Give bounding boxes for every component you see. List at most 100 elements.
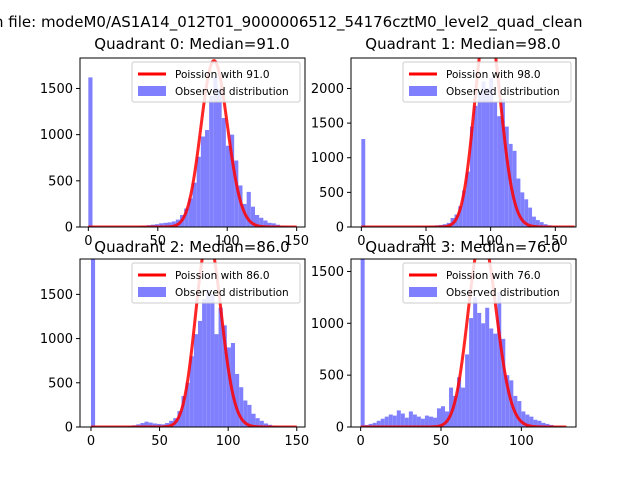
histogram-bar (521, 411, 526, 427)
y-tick-label: 2000 (311, 82, 344, 97)
histogram-bar (376, 420, 381, 427)
histogram-bar (462, 190, 467, 227)
x-tick-label: 100 (478, 234, 503, 249)
histogram-bar (189, 356, 194, 427)
y-tick-label: 0 (65, 421, 73, 436)
histogram-bar (541, 422, 546, 427)
histogram-bar (465, 354, 470, 427)
legend-bar-swatch (409, 86, 437, 96)
histogram-bar (469, 126, 474, 227)
histogram-bar (205, 130, 210, 227)
histogram-bar (225, 145, 230, 227)
histogram-bar (528, 207, 533, 227)
x-tick-label: 150 (284, 434, 309, 449)
histogram-bar (210, 294, 215, 427)
quadrant-3-axes-frame (350, 258, 577, 428)
x-tick-label: 100 (509, 434, 534, 449)
histogram-bar (497, 116, 501, 227)
histogram-bar (230, 134, 235, 227)
legend-box (131, 61, 301, 103)
y-tick-label: 500 (48, 376, 73, 391)
histogram-bar (368, 423, 373, 427)
histogram-bar (222, 325, 227, 427)
histogram-bar (384, 416, 389, 427)
y-tick-label: 1000 (311, 317, 344, 332)
histogram-bar (218, 307, 223, 427)
quadrant-1-histogram (361, 78, 564, 227)
histogram-bar (193, 334, 198, 427)
histogram-bar (457, 377, 462, 427)
histogram-bar (209, 95, 214, 227)
histogram-bar (493, 102, 498, 227)
histogram-bar (271, 223, 276, 227)
histogram-bar (230, 343, 236, 427)
y-tick-label: 500 (48, 174, 73, 189)
legend-fit-label: Poission with 98.0 (446, 69, 541, 81)
histogram-bar (185, 382, 190, 427)
histogram-bar (501, 338, 506, 427)
x-tick-label: 0 (357, 434, 365, 449)
histogram-bar (213, 77, 218, 227)
histogram-bar (404, 417, 409, 427)
legend-bar-swatch (138, 287, 166, 297)
histogram-bar (171, 221, 176, 227)
y-tick-label: 1500 (40, 82, 73, 97)
y-tick-label: 500 (319, 369, 344, 384)
histogram-bar (412, 414, 417, 427)
histogram-bar (243, 400, 248, 427)
quadrant-2-axes-frame (79, 258, 306, 428)
quadrant-1-title: Quadrant 1: Median=98.0 (365, 35, 560, 53)
histogram-bar (512, 150, 517, 227)
histogram-bar (192, 182, 197, 227)
histogram-bar (217, 88, 222, 227)
legend-observed-label: Observed distribution (175, 86, 289, 98)
histogram-bar (360, 259, 365, 427)
histogram-bar (466, 171, 470, 227)
histogram-bar (408, 411, 413, 427)
histogram-bar (392, 415, 397, 427)
histogram-bar (473, 105, 478, 227)
y-tick-label: 0 (65, 221, 73, 236)
histogram-bar (533, 419, 538, 427)
quadrant-3-histogram (360, 259, 566, 427)
histogram-bar (473, 297, 478, 427)
histogram-bar (361, 139, 366, 227)
histogram-bar (235, 373, 240, 427)
histogram-bar (489, 328, 494, 427)
quadrant-0-axes-frame (79, 57, 306, 228)
histogram-bar (148, 422, 153, 427)
histogram-bar (184, 208, 189, 227)
histogram-bar (428, 416, 433, 427)
histogram-bar (206, 289, 211, 427)
legend-observed-label: Observed distribution (446, 287, 560, 299)
histogram-bar (535, 220, 540, 227)
x-tick-label: 150 (543, 234, 568, 249)
legend-box (402, 61, 572, 103)
histogram-bar (505, 375, 510, 427)
histogram-bar (477, 91, 482, 227)
histogram-bar (156, 423, 161, 427)
y-tick-label: 1000 (40, 332, 73, 347)
histogram-bar (255, 214, 260, 227)
histogram-bar (469, 318, 474, 427)
histogram-bar (247, 404, 252, 427)
histogram-bar (226, 347, 231, 427)
histogram-bar (485, 88, 490, 227)
histogram-bar (90, 259, 96, 427)
histogram-bar (529, 416, 534, 427)
quadrant-3-title: Quadrant 3: Median=76.0 (365, 238, 560, 256)
x-tick-label: 100 (215, 234, 240, 249)
histogram-bar (238, 185, 243, 227)
histogram-bar (388, 414, 393, 427)
histogram-bar (221, 118, 226, 227)
y-tick-label: 1000 (311, 151, 344, 166)
histogram-bar (267, 222, 272, 227)
legend-bar-swatch (409, 287, 437, 297)
legend-box (402, 262, 572, 304)
histogram-bar (372, 422, 377, 427)
quadrant-2-legend: Poission with 86.0 Observed distribution (131, 262, 301, 304)
legend-fit-label: Poission with 76.0 (446, 270, 541, 282)
histogram-bar (159, 223, 164, 227)
